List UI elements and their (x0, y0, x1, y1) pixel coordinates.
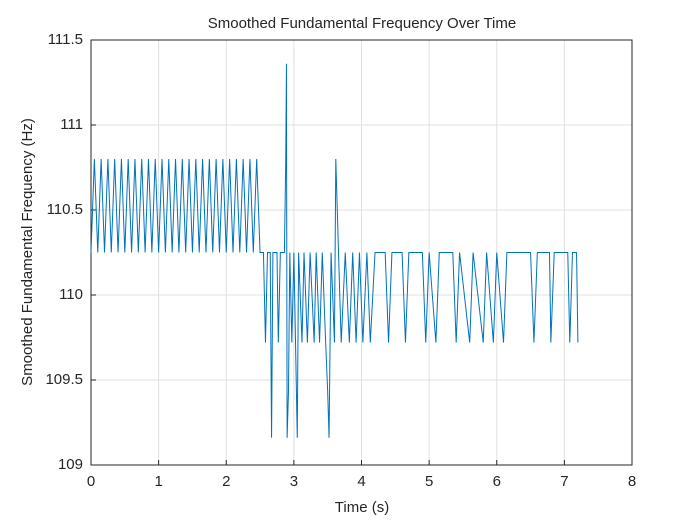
x-tick-label: 6 (493, 473, 501, 490)
x-tick-label: 1 (154, 473, 162, 490)
x-tick-label: 7 (560, 473, 568, 490)
x-tick-label: 5 (425, 473, 433, 490)
y-tick-label: 111.5 (48, 31, 83, 48)
x-tick-label: 8 (628, 473, 636, 490)
y-tick-label: 110.5 (47, 201, 83, 218)
y-tick-label: 110 (59, 286, 83, 303)
y-tick-label: 109.5 (45, 371, 83, 388)
y-tick-label: 111 (60, 116, 83, 133)
y-tick-label: 109 (58, 456, 83, 473)
x-tick-label: 2 (222, 473, 230, 490)
data-line (90, 63, 579, 438)
x-axis-label: Time (s) (335, 499, 389, 516)
y-axis-label: Smoothed Fundamental Frequency (Hz) (19, 118, 36, 386)
x-tick-label: 3 (290, 473, 298, 490)
x-tick-label: 4 (357, 473, 365, 490)
x-tick-label: 0 (87, 473, 95, 490)
chart-title: Smoothed Fundamental Frequency Over Time (208, 15, 516, 32)
